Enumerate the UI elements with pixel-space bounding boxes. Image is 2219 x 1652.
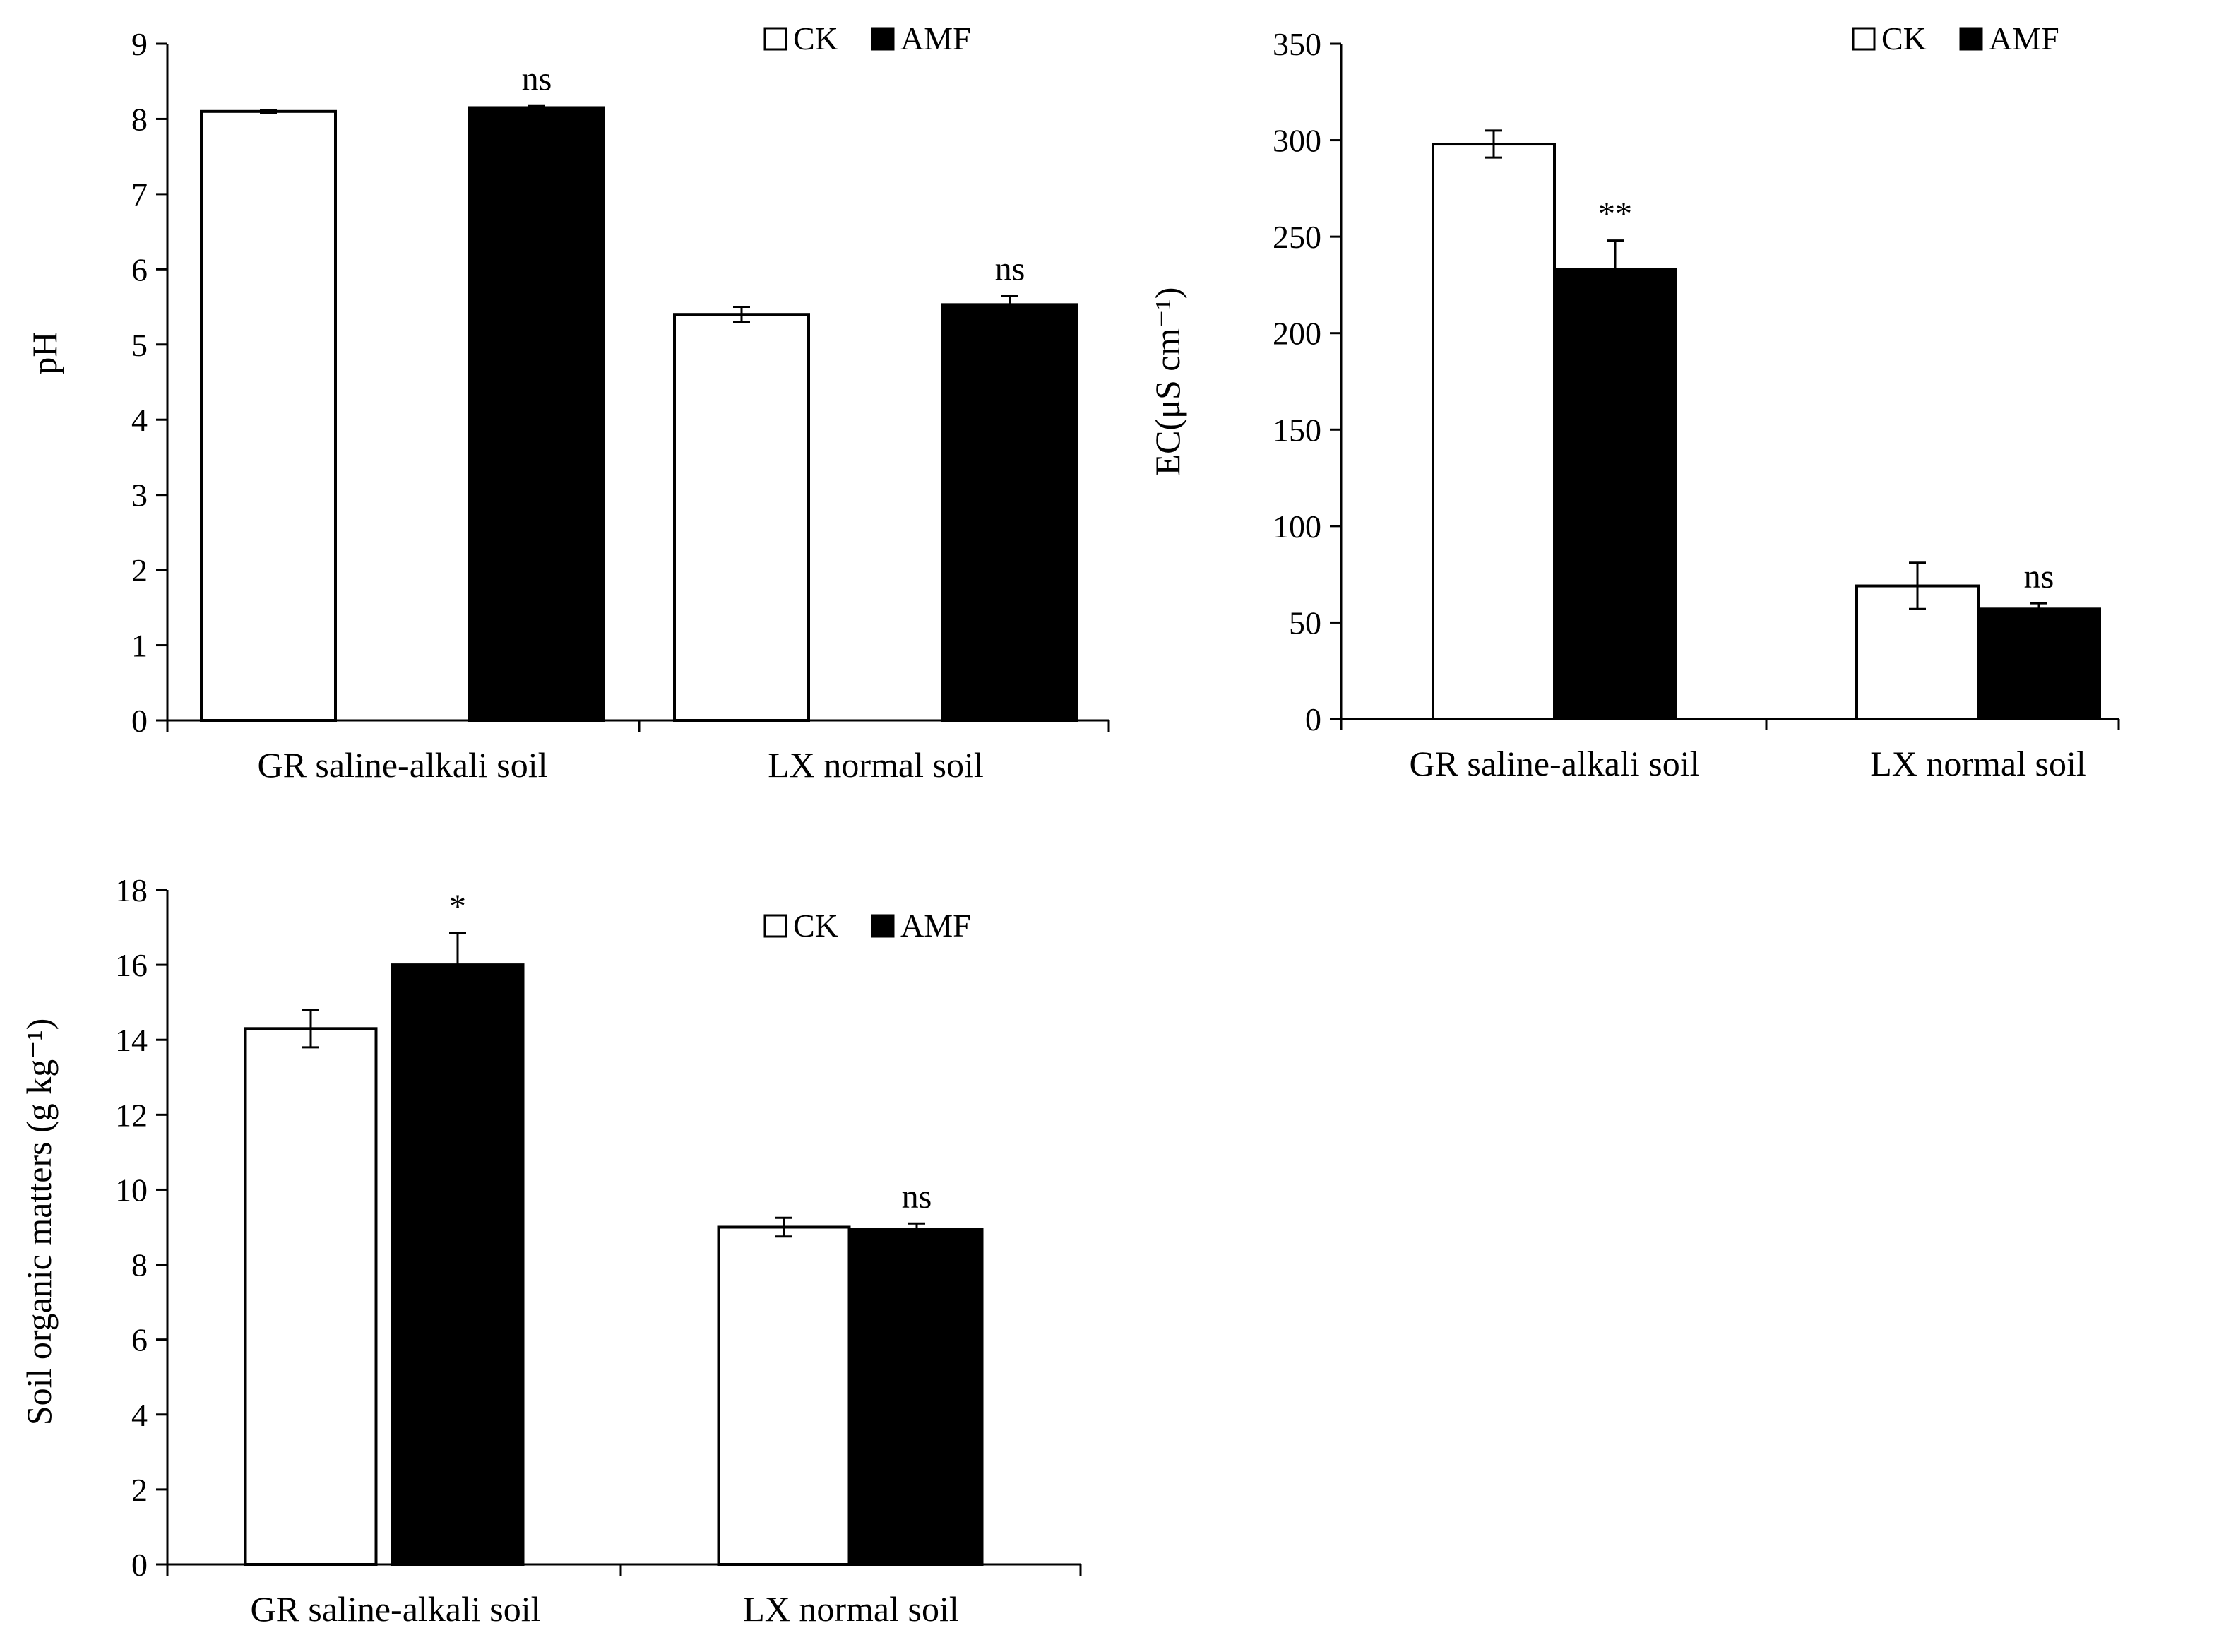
bar-amf-2 [941,303,1078,722]
y-tick-label: 200 [1273,316,1321,352]
x-category-label: LX normal soil [743,1589,959,1629]
legend-label-ck: CK [793,20,838,57]
y-axis-title: pH [25,331,64,374]
chart-3: 0 2 4 6 8 10 12 14 16 18 Soil organic matters (g k… [19,872,1082,1629]
legend-swatch-ck [763,914,787,938]
y-tick-label: 50 [1289,605,1321,641]
x-category-label: GR saline-alkali soil [1409,744,1699,783]
legend-label-amf: AMF [1989,20,2059,57]
y-tick-label: 6 [131,1322,148,1358]
significance-label: ns [522,60,552,97]
significance-label: ns [902,1178,932,1216]
significance-label: * [449,888,466,925]
bar-ck-2 [673,313,810,722]
legend-label-ck: CK [1881,20,1927,57]
y-tick-label: 1 [131,628,148,664]
y-tick-label: 4 [131,1397,148,1433]
y-tick-label: 300 [1273,123,1321,159]
y-tick-label: 6 [131,251,148,287]
y-tick-label: 0 [1305,701,1321,737]
significance-label: ns [2024,558,2054,595]
y-tick-label: 18 [115,872,148,908]
y-tick-label: 10 [115,1172,148,1208]
legend: CK AMF [763,908,971,944]
bar-amf-1 [391,963,525,1566]
y-tick-label: 5 [131,327,148,363]
bar-amf-1 [468,106,605,722]
bar-ck-2 [717,1225,851,1566]
y-tick-label: 12 [115,1097,148,1133]
y-tick-label: 2 [131,1472,148,1508]
x-category-label: LX normal soil [1870,744,2086,783]
y-tick-label: 9 [131,26,148,62]
legend-swatch-amf [871,27,895,51]
y-tick-label: 4 [131,402,148,438]
legend: CK AMF [763,20,971,57]
y-tick-label: 350 [1273,26,1321,62]
x-category-label: LX normal soil [768,745,984,785]
y-tick-label: 8 [131,101,148,137]
y-tick-label: 14 [115,1022,148,1058]
bar-amf-2 [850,1228,984,1567]
legend-label-amf: AMF [900,908,971,944]
y-tick-label: 8 [131,1247,148,1283]
y-tick-label: 7 [131,177,148,213]
chart-2: 0 50 100 150 200 250 300 350 EC(μS cm⁻¹) GR salin… [1148,20,2120,783]
y-axis-title: Soil organic matters (g kg⁻¹) [19,1018,59,1425]
y-axis-title: EC(μS cm⁻¹) [1148,287,1187,476]
chart-1: 0 1 2 3 4 5 6 7 8 9 pH GR saline-alkali soil ns LX no… [25,20,1110,785]
y-tick-label: 250 [1273,219,1321,255]
legend-swatch-ck [763,27,787,51]
legend-swatch-amf [871,914,895,938]
legend-swatch-amf [1959,27,1983,51]
bar-amf-1 [1553,268,1677,720]
y-tick-label: 100 [1273,509,1321,545]
x-category-label: GR saline-alkali soil [250,1589,540,1629]
bar-amf-2 [1977,607,2101,721]
y-tick-label: 3 [131,477,148,513]
y-tick-label: 2 [131,552,148,588]
bar-ck-1 [244,1027,378,1566]
legend: CK AMF [1852,20,2059,57]
legend-label-amf: AMF [900,20,971,57]
significance-label: ns [995,251,1025,288]
legend-swatch-ck [1852,27,1876,51]
legend-label-ck: CK [793,908,838,944]
y-tick-label: 16 [115,947,148,983]
y-tick-label: 150 [1273,412,1321,448]
y-tick-label: 0 [131,703,148,739]
bar-ck-1 [1432,143,1556,720]
y-tick-label: 0 [131,1547,148,1583]
x-category-label: GR saline-alkali soil [257,745,547,785]
significance-label: ** [1598,196,1632,233]
bar-ck-1 [200,109,337,723]
